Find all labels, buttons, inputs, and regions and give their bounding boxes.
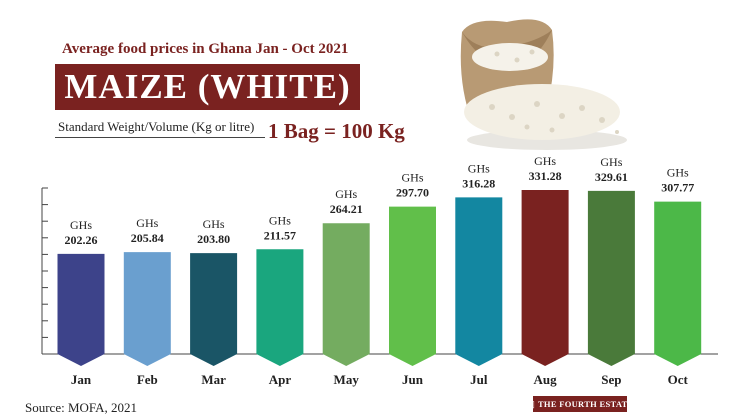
value-label: 211.57 bbox=[264, 228, 296, 242]
value-labels-group: 202.26 205.84 203.80 211.57 264.21 297.70 316.… bbox=[65, 169, 695, 247]
value-label: 331.28 bbox=[529, 169, 562, 183]
underline-divider bbox=[55, 137, 265, 138]
bar-may bbox=[322, 223, 370, 366]
bar-feb bbox=[123, 252, 171, 366]
bar-jun bbox=[389, 206, 436, 366]
category-label: Jan bbox=[71, 372, 92, 387]
title-banner: MAIZE (WHITE) bbox=[55, 64, 360, 110]
currency-label: GHs bbox=[335, 187, 357, 201]
value-label: 202.26 bbox=[65, 233, 98, 247]
bar-mar bbox=[190, 253, 238, 366]
logo-emblem-icon: ▥ bbox=[526, 398, 535, 409]
bar-aug bbox=[521, 190, 569, 366]
y-axis-ticks bbox=[42, 187, 48, 355]
currency-label: GHs bbox=[600, 155, 622, 169]
y-axis bbox=[41, 187, 48, 355]
value-label: 205.84 bbox=[131, 231, 164, 245]
bar-jan bbox=[57, 253, 105, 366]
currency-label: GHs bbox=[468, 161, 490, 175]
value-label: 297.70 bbox=[396, 186, 429, 200]
currency-label: GHs bbox=[401, 171, 423, 185]
value-label: 329.61 bbox=[595, 170, 628, 184]
category-label: May bbox=[334, 372, 360, 387]
category-label: Jul bbox=[470, 372, 488, 387]
value-label: 316.28 bbox=[462, 176, 495, 190]
publisher-name: THE FOURTH ESTATE bbox=[537, 399, 634, 409]
chart-title: MAIZE (WHITE) bbox=[64, 67, 351, 106]
source-note: Source: MOFA, 2021 bbox=[25, 400, 138, 415]
category-label: Mar bbox=[201, 372, 226, 387]
currency-label: GHs bbox=[534, 154, 556, 168]
currency-label: GHs bbox=[136, 216, 158, 230]
chart-subtitle: Average food prices in Ghana Jan - Oct 2… bbox=[62, 41, 349, 57]
value-label: 203.80 bbox=[197, 232, 230, 246]
bar-apr bbox=[256, 249, 304, 366]
publisher-logo: ▥ THE FOURTH ESTATE bbox=[526, 396, 633, 412]
bag-weight-label: 1 Bag = 100 Kg bbox=[268, 119, 405, 143]
currency-label: GHs bbox=[203, 217, 225, 231]
value-label: 264.21 bbox=[330, 202, 363, 216]
category-labels-group: Jan Feb Mar Apr May Jun Jul Aug Sep Oct bbox=[71, 372, 689, 387]
category-label: Jun bbox=[402, 372, 424, 387]
standard-weight-label: Standard Weight/Volume (Kg or litre) bbox=[58, 119, 255, 134]
category-label: Aug bbox=[534, 372, 558, 387]
bar-sep bbox=[587, 190, 635, 366]
grain-inside bbox=[472, 43, 548, 71]
currency-label: GHs bbox=[269, 213, 291, 227]
grain-pile bbox=[464, 84, 620, 140]
category-label: Oct bbox=[668, 372, 689, 387]
category-label: Sep bbox=[601, 372, 621, 387]
currency-label: GHs bbox=[70, 218, 92, 232]
currency-labels-group: GHs GHs GHs GHs GHs GHs GHs GHs GHs GHs bbox=[70, 154, 689, 232]
value-label: 307.77 bbox=[661, 181, 694, 195]
grain-speckles bbox=[489, 49, 619, 134]
category-label: Feb bbox=[137, 372, 158, 387]
bars-group bbox=[57, 190, 702, 366]
category-label: Apr bbox=[269, 372, 292, 387]
maize-sack-illustration bbox=[460, 19, 627, 150]
currency-label: GHs bbox=[667, 166, 689, 180]
bar-oct bbox=[654, 201, 702, 366]
bar-jul bbox=[455, 197, 503, 366]
